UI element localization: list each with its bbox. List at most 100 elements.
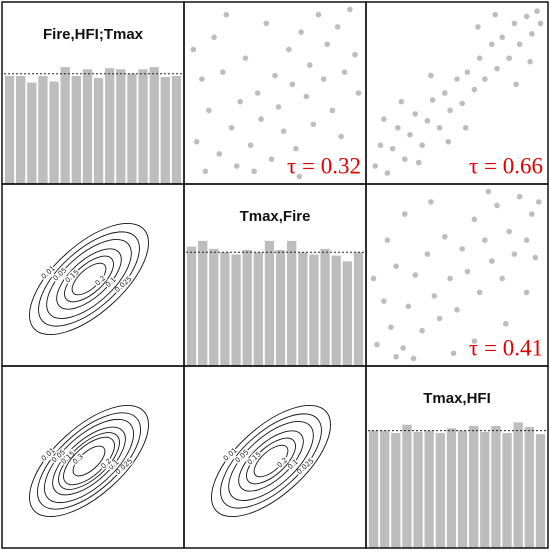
scatter-point xyxy=(199,76,205,82)
tau-label: τ = 0.66 xyxy=(469,153,543,178)
scatter-point xyxy=(275,104,282,110)
scatter-point xyxy=(258,116,264,122)
bar xyxy=(138,69,148,184)
scatter-point xyxy=(347,6,353,13)
contour-line xyxy=(71,262,107,296)
panel-border xyxy=(1,183,185,367)
scatter-point xyxy=(442,90,448,96)
scatter-point xyxy=(523,13,530,20)
scatter-point xyxy=(529,31,535,37)
scatter-point xyxy=(424,118,431,124)
panel-title: Fire,HFI;Tmax xyxy=(43,26,144,43)
bar xyxy=(4,75,15,184)
scatter-point xyxy=(410,355,417,362)
scatter-point xyxy=(516,193,523,200)
bar xyxy=(353,252,364,366)
scatter-point xyxy=(402,156,408,162)
bar xyxy=(298,252,308,366)
bar xyxy=(368,430,379,548)
scatter-point xyxy=(237,98,243,105)
scatter-point xyxy=(447,107,453,114)
scatter-point xyxy=(471,86,478,93)
scatter-point xyxy=(462,125,469,131)
contour-line xyxy=(56,248,122,310)
contour-line xyxy=(52,426,126,496)
scatter-point xyxy=(268,156,275,162)
scatter-point xyxy=(450,350,457,357)
scatter-point xyxy=(424,251,431,257)
bar xyxy=(402,424,412,548)
bar xyxy=(320,248,330,366)
scatter-point xyxy=(482,237,488,243)
scatter-point xyxy=(384,170,391,176)
scatter-point xyxy=(447,275,453,282)
panel-title: Tmax,Fire xyxy=(240,208,311,225)
scatter-point xyxy=(286,46,292,53)
scatter-point xyxy=(405,303,412,310)
scatter-point xyxy=(393,263,399,270)
scatter-point xyxy=(532,254,539,261)
scatter-point xyxy=(527,58,533,65)
scatter-point xyxy=(384,237,391,243)
scatter-point xyxy=(289,81,296,88)
scatter-point xyxy=(242,55,249,61)
scatter-point xyxy=(398,98,405,105)
bar xyxy=(502,432,512,548)
scatter-point xyxy=(511,251,518,257)
bar xyxy=(220,252,230,366)
scatter-point xyxy=(190,46,197,53)
scatter-point xyxy=(431,293,438,299)
scatter-point xyxy=(407,131,413,138)
contour-line xyxy=(43,418,135,504)
contour-line xyxy=(246,437,296,485)
bar xyxy=(71,75,81,184)
contour-line xyxy=(58,432,120,490)
scatter-point xyxy=(341,69,348,75)
bar xyxy=(424,430,434,548)
scatter-point xyxy=(202,168,209,175)
scatter-point xyxy=(310,121,317,128)
bar xyxy=(186,246,197,366)
contour-line xyxy=(220,413,322,509)
bar xyxy=(231,254,241,366)
bar xyxy=(309,254,319,366)
scatter-point xyxy=(370,275,377,282)
scatter-point xyxy=(329,107,336,114)
scatter-point xyxy=(324,41,331,48)
scatter-point xyxy=(494,202,500,209)
scatter-point xyxy=(516,41,523,48)
bar xyxy=(60,67,70,184)
bar xyxy=(413,431,423,548)
contour-line xyxy=(29,404,149,518)
scatter-point xyxy=(393,353,399,360)
contour-line xyxy=(37,412,141,510)
scatter-point xyxy=(502,320,509,327)
scatter-point xyxy=(402,211,408,217)
contour-line xyxy=(63,436,115,486)
scatter-point xyxy=(475,24,481,30)
bar xyxy=(209,248,219,366)
scatter-point xyxy=(445,138,452,145)
scatter-point xyxy=(492,11,499,18)
scatter-point xyxy=(489,41,495,48)
scatter-point xyxy=(459,246,466,252)
panel-border xyxy=(183,365,367,549)
panel-border xyxy=(365,365,549,549)
bar xyxy=(149,67,159,184)
panel-title: Tmax,HFI xyxy=(423,390,491,407)
bar xyxy=(105,68,115,184)
bar xyxy=(535,434,546,548)
scatter-point xyxy=(220,69,226,75)
bar xyxy=(49,81,59,184)
bar xyxy=(171,75,182,184)
bar xyxy=(242,249,252,366)
bar xyxy=(524,427,534,548)
scatter-point xyxy=(471,216,478,223)
scatter-point xyxy=(388,324,394,331)
scatter-point xyxy=(454,307,460,313)
scatter-point xyxy=(499,34,506,41)
bar xyxy=(287,240,297,366)
